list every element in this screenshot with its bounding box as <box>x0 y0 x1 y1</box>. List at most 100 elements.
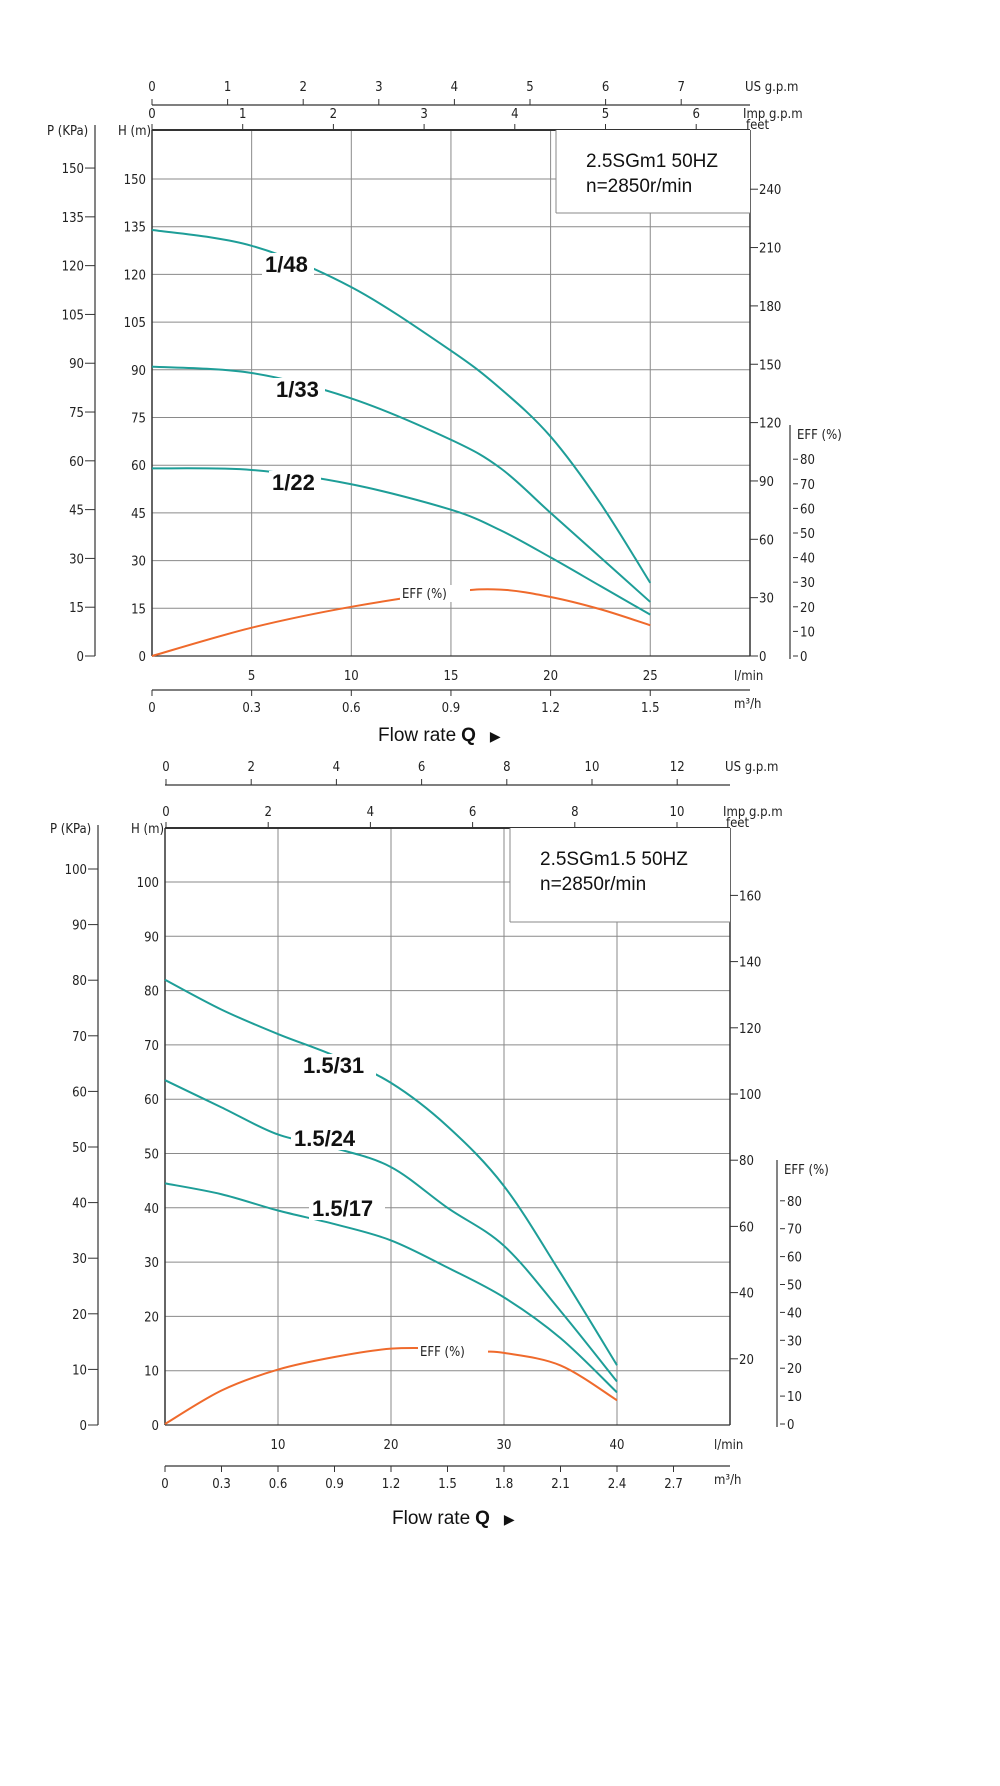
p-axis-label: P (KPa) <box>50 822 91 837</box>
imp-gpm-tick-label: 6 <box>692 107 699 122</box>
feet-axis-label: feet <box>746 118 770 133</box>
eff-tick-label: 30 <box>800 576 815 591</box>
feet-tick-label: 160 <box>739 889 761 904</box>
h-tick-label: 10 <box>144 1365 159 1380</box>
flow-rate-symbol: Q <box>475 1508 490 1529</box>
chart-title: 2.5SGm1 50HZ <box>586 151 718 172</box>
p-tick-label: 120 <box>62 260 84 275</box>
us-gpm-tick-label: 4 <box>451 80 458 95</box>
us-gpm-tick-label: 4 <box>333 760 340 775</box>
eff-tick-label: 20 <box>787 1362 802 1377</box>
us-gpm-tick-label: 8 <box>503 760 510 775</box>
m3h-tick-label: 1.5 <box>438 1477 457 1492</box>
lpm-tick-label: 20 <box>543 669 558 684</box>
chart-title: 2.5SGm1.5 50HZ <box>540 849 688 870</box>
us-gpm-tick-label: 2 <box>299 80 306 95</box>
eff-tick-label: 60 <box>800 502 815 517</box>
p-tick-label: 0 <box>77 650 84 665</box>
feet-tick-label: 60 <box>759 533 774 548</box>
imp-gpm-tick-label: 10 <box>670 805 685 820</box>
head-curve-1-5-24 <box>164 1079 618 1383</box>
us-gpm-axis-label: US g.p.m <box>745 80 798 95</box>
p-tick-label: 60 <box>72 1085 87 1100</box>
h-tick-label: 75 <box>131 412 146 427</box>
head-curve-1-48 <box>151 228 652 584</box>
m3h-tick-label: 1.8 <box>495 1477 514 1492</box>
eff-tick-label: 20 <box>800 601 815 616</box>
eff-tick-label: 50 <box>800 527 815 542</box>
p-tick-label: 10 <box>72 1363 87 1378</box>
us-gpm-tick-label: 3 <box>375 80 382 95</box>
p-tick-label: 90 <box>72 919 87 934</box>
flow-rate-label: Flow rate Q ▶ <box>392 1508 515 1529</box>
curve-label: 1/48 <box>265 252 308 277</box>
p-tick-label: 70 <box>72 1030 87 1045</box>
p-axis-label: P (KPa) <box>47 124 88 139</box>
eff-tick-label: 70 <box>787 1223 802 1238</box>
flow-rate-text: Flow rate <box>392 1508 470 1529</box>
us-gpm-tick-label: 12 <box>670 760 685 775</box>
m3h-axis-label: m³/h <box>734 697 761 712</box>
us-gpm-tick-label: 6 <box>418 760 425 775</box>
p-tick-label: 90 <box>69 357 84 372</box>
imp-gpm-tick-label: 1 <box>239 107 246 122</box>
curve-label-bg <box>309 1197 385 1220</box>
m3h-tick-label: 1.5 <box>641 701 660 716</box>
head-curve-1-5-17 <box>164 1182 618 1394</box>
eff-tick-label: 40 <box>800 552 815 567</box>
p-tick-label: 150 <box>62 162 84 177</box>
eff-tick-label: 10 <box>787 1390 802 1405</box>
m3h-tick-label: 0 <box>161 1477 168 1492</box>
imp-gpm-axis-label: Imp g.p.m <box>723 805 783 820</box>
p-tick-label: 20 <box>72 1308 87 1323</box>
curve-label-bg <box>262 253 314 276</box>
eff-tick-label: 40 <box>787 1306 802 1321</box>
us-gpm-axis-label: US g.p.m <box>725 760 778 775</box>
p-tick-label: 100 <box>65 863 87 878</box>
lpm-tick-label: 10 <box>344 669 359 684</box>
efficiency-curve-label: EFF (%) <box>402 587 447 602</box>
p-tick-label: 105 <box>62 308 84 323</box>
eff-tick-label: 50 <box>787 1279 802 1294</box>
p-tick-label: 75 <box>69 406 84 421</box>
feet-tick-label: 0 <box>759 650 766 665</box>
m3h-tick-label: 0 <box>148 701 155 716</box>
m3h-tick-label: 0.3 <box>212 1477 231 1492</box>
us-gpm-tick-label: 7 <box>677 80 684 95</box>
title-box-bg <box>510 828 730 922</box>
m3h-tick-label: 1.2 <box>541 701 560 716</box>
eff-label-bg <box>418 1343 488 1360</box>
h-tick-label: 60 <box>131 459 146 474</box>
h-tick-label: 105 <box>124 316 146 331</box>
eff-tick-label: 60 <box>787 1251 802 1266</box>
eff-label-bg <box>400 585 470 602</box>
feet-tick-label: 210 <box>759 242 781 257</box>
h-tick-label: 70 <box>144 1039 159 1054</box>
m3h-tick-label: 1.2 <box>382 1477 401 1492</box>
feet-tick-label: 80 <box>739 1154 754 1169</box>
p-tick-label: 30 <box>69 552 84 567</box>
curve-label: 1/22 <box>272 470 315 495</box>
h-tick-label: 0 <box>139 650 146 665</box>
h-axis-label: H (m) <box>118 124 151 139</box>
p-tick-label: 40 <box>72 1197 87 1212</box>
h-tick-label: 30 <box>131 555 146 570</box>
p-tick-label: 135 <box>62 211 84 226</box>
h-tick-label: 40 <box>144 1202 159 1217</box>
p-tick-label: 60 <box>69 455 84 470</box>
lpm-axis-label: l/min <box>714 1438 743 1453</box>
lpm-axis-label: l/min <box>734 669 763 684</box>
feet-tick-label: 180 <box>759 300 781 315</box>
eff-tick-label: 10 <box>800 625 815 640</box>
feet-tick-label: 100 <box>739 1088 761 1103</box>
imp-gpm-axis-label: Imp g.p.m <box>743 107 803 122</box>
flow-rate-symbol: Q <box>461 725 476 746</box>
feet-tick-label: 120 <box>739 1022 761 1037</box>
chart-speed: n=2850r/min <box>586 176 692 197</box>
lpm-tick-label: 15 <box>444 669 459 684</box>
p-tick-label: 50 <box>72 1141 87 1156</box>
head-curve-1-33 <box>151 365 651 603</box>
